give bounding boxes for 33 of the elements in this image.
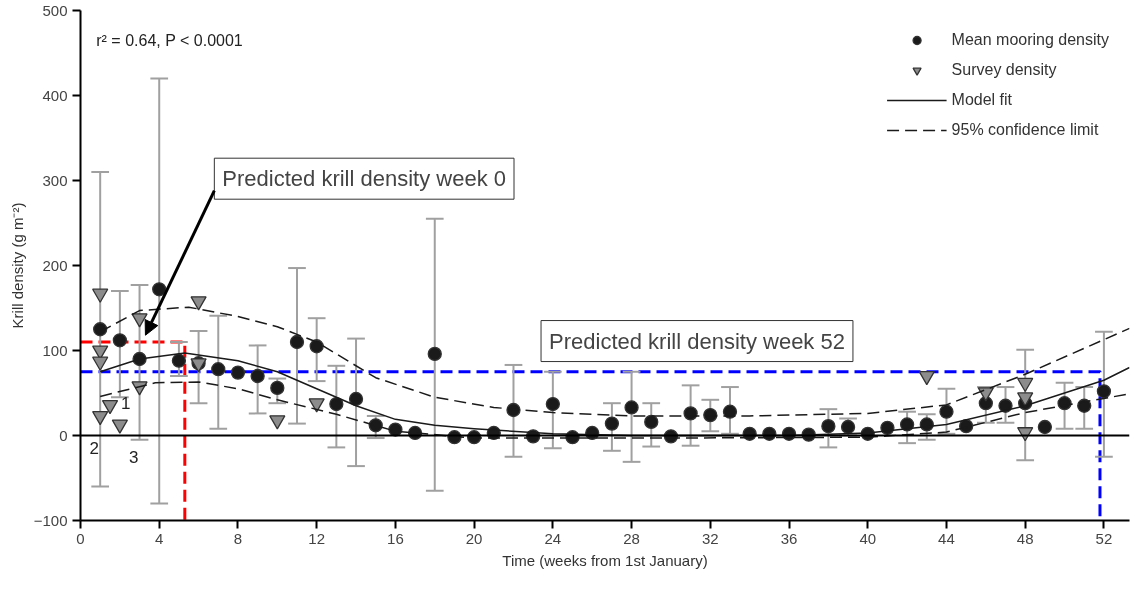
x-tick-label: 44	[938, 529, 955, 547]
legend-label: 95% confidence limit	[951, 121, 1099, 139]
x-tick-label: 16	[387, 529, 404, 547]
x-tick-label: 8	[233, 529, 243, 547]
legend-label: Mean mooring density	[951, 31, 1109, 49]
x-axis-title: Time (weeks from 1st January)	[502, 551, 708, 569]
x-tick-label: 12	[308, 529, 326, 547]
annotation: Predicted krill density week 52	[549, 328, 845, 354]
legend-label: Model fit	[951, 91, 1013, 109]
x-tick-label: 48	[1016, 529, 1034, 547]
x-tick-label: 28	[623, 529, 640, 547]
x-tick-label: 24	[544, 529, 562, 547]
y-axis-title: Krill density (g m⁻²)	[8, 202, 26, 329]
y-tick-label: 300	[42, 171, 68, 189]
x-tick-label: 0	[76, 529, 85, 547]
annotation: 3	[128, 447, 139, 467]
annotation: 2	[89, 439, 100, 459]
x-tick-label: 36	[780, 529, 798, 547]
x-tick-label: 20	[465, 529, 483, 547]
y-tick-label: 200	[42, 256, 68, 274]
y-tick-label: 400	[42, 86, 68, 104]
x-tick-label: 52	[1095, 529, 1113, 547]
annotation: r² = 0.64, P < 0.0001	[96, 31, 243, 49]
y-tick-label: 500	[42, 1, 68, 19]
x-tick-label: 32	[701, 529, 719, 547]
annotation: Predicted krill density week 0	[222, 166, 507, 192]
x-tick-label: 4	[155, 529, 164, 547]
annotation: 1	[121, 394, 131, 414]
y-tick-label: 0	[59, 426, 68, 444]
y-tick-label: −100	[33, 511, 68, 529]
legend-label: Survey density	[951, 61, 1057, 79]
y-tick-label: 100	[42, 341, 68, 359]
x-tick-label: 40	[859, 529, 877, 547]
